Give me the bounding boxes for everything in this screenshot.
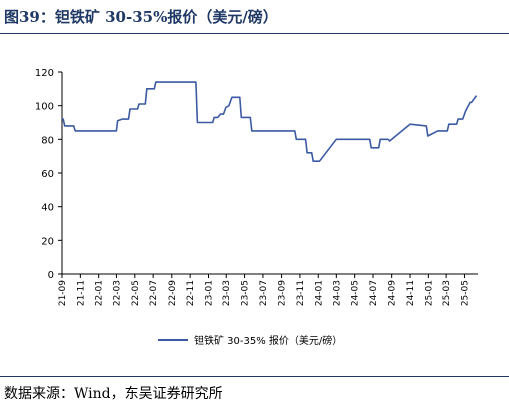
figure-title: 图39：钽铁矿 30-35%报价（美元/磅） [4,8,278,26]
x-tick-label: 24-03 [332,280,342,306]
title-divider [0,33,509,34]
x-tick-label: 24-09 [388,280,398,306]
source-divider [0,376,509,377]
y-tick-label: 20 [41,236,54,247]
x-tick-label: 22-01 [95,280,105,306]
x-tick-label: 24-07 [369,280,379,306]
source-note: 数据来源：Wind，东吴证券研究所 [4,386,223,402]
series-line [62,81,478,162]
x-tick-label: 25-05 [460,280,470,306]
x-tick-label: 23-07 [259,280,269,306]
y-tick-label: 60 [41,169,54,180]
x-tick-label: 23-05 [241,280,251,306]
x-tick-label: 22-03 [112,280,122,306]
y-tick-label: 100 [35,102,54,113]
x-tick-label: 22-05 [131,280,141,306]
y-tick-labels: 0 20 40 60 80 100 120 [35,68,54,281]
x-tick-label: 21-11 [76,280,86,306]
x-tick-label: 21-09 [58,280,68,306]
x-tick-label: 22-09 [168,280,178,306]
x-tick-label: 23-11 [296,280,306,306]
x-tick-label: 23-03 [222,280,232,306]
chart: 0 20 40 60 80 100 120 21-09 21-11 22-01 22-03 22-0… [35,68,478,347]
x-tick-label: 23-01 [204,280,214,306]
y-tick-label: 40 [41,203,54,214]
x-tick-label: 25-03 [442,280,452,306]
x-tick-label: 24-11 [406,280,416,306]
chart-axes [58,71,478,278]
x-tick-label: 24-01 [314,280,324,306]
legend-label: 钽铁矿 30-35% 报价（美元/磅） [194,334,342,347]
plot-area [62,81,478,162]
x-tick-label: 24-05 [351,280,361,306]
x-tick-label: 22-11 [186,280,196,306]
legend: 钽铁矿 30-35% 报价（美元/磅） [158,334,342,347]
y-tick-label: 0 [48,270,54,281]
y-tick-label: 120 [35,68,54,79]
y-tick-label: 80 [41,135,54,146]
x-tick-labels: 21-09 21-11 22-01 22-03 22-05 22-07 22-09 22-11… [58,280,470,306]
x-tick-label: 22-07 [149,280,159,306]
x-tick-label: 25-01 [424,280,434,306]
x-tick-label: 23-09 [278,280,288,306]
